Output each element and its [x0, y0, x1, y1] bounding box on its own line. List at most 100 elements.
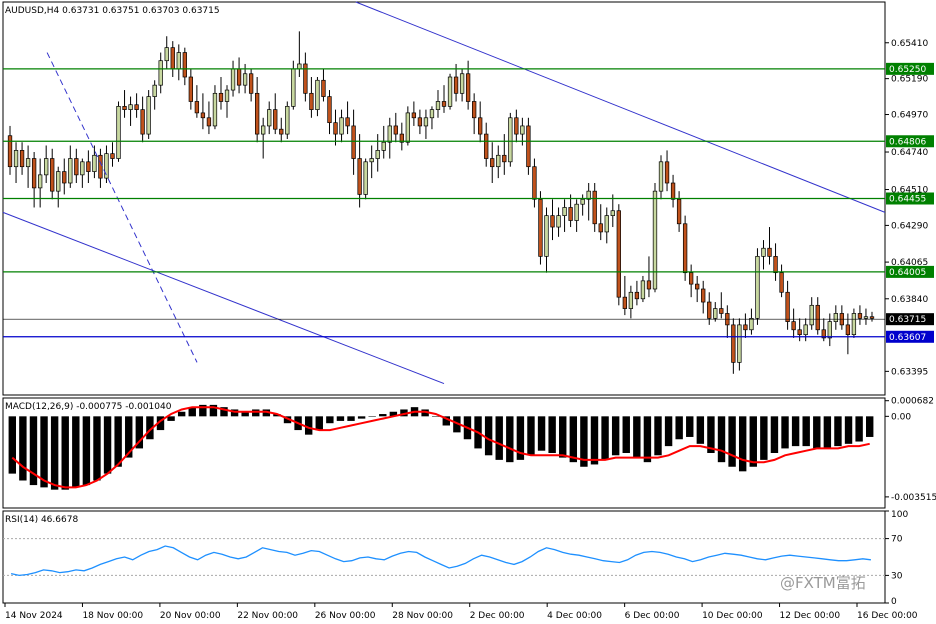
macd-bar — [368, 416, 376, 417]
macd-bar — [866, 416, 874, 437]
level-tag-label: 0.64806 — [889, 137, 926, 147]
candle-down — [785, 291, 790, 322]
macd-bar — [50, 416, 59, 490]
candle-up — [447, 76, 453, 107]
candle-up — [68, 158, 73, 184]
macd-bar — [432, 416, 440, 417]
rsi-panel-title: RSI(14) 46.6678 — [5, 515, 78, 525]
candle-up — [13, 150, 19, 168]
rsi-panel: 100 70 30 0 — [2, 510, 908, 607]
macd-bar — [664, 416, 673, 447]
macd-bar — [548, 416, 556, 453]
macd-bar — [29, 416, 38, 486]
price-tick-label: 0.64740 — [891, 148, 928, 158]
price-tick-label: 0.64510 — [891, 186, 928, 196]
macd-bar — [453, 416, 461, 433]
price-tick-label: 0.64290 — [891, 221, 928, 231]
candle-up — [37, 174, 43, 189]
macd-bar — [347, 416, 355, 421]
candle-down — [357, 158, 362, 195]
macd-bar — [8, 416, 16, 474]
candle-up — [92, 154, 97, 172]
candle-up — [863, 316, 869, 319]
macd-bar — [654, 416, 662, 456]
macd-bar — [728, 416, 736, 467]
macd-bar — [844, 416, 853, 444]
macd-bar — [379, 414, 387, 417]
macd-bar — [611, 416, 620, 456]
macd-tick-label: 0.00 — [891, 412, 911, 422]
candle-up — [212, 92, 218, 127]
candle-down — [194, 101, 200, 114]
macd-bar — [516, 416, 525, 460]
candle-down — [206, 117, 212, 127]
macd-bar — [103, 416, 112, 474]
macd-bar — [791, 416, 800, 447]
macd-bar — [326, 416, 334, 424]
candle-down — [110, 153, 115, 159]
macd-bar — [749, 416, 757, 467]
candle-down — [236, 68, 242, 86]
macd-bar — [823, 416, 832, 449]
macd-bar — [40, 416, 48, 488]
macd-bar — [717, 416, 726, 463]
price-tick-label: 0.64065 — [891, 258, 928, 268]
macd-tick-label: 0.000682 — [891, 397, 934, 407]
candle-down — [417, 117, 423, 127]
candle-up — [285, 106, 290, 135]
macd-bar — [590, 416, 599, 465]
candle-up — [363, 161, 368, 195]
candle-up — [435, 101, 441, 110]
macd-bar — [72, 416, 80, 488]
macd-bar — [421, 409, 429, 417]
candle-down — [122, 106, 127, 110]
macd-bar — [400, 409, 408, 417]
macd-bar — [389, 411, 398, 417]
time-tick-label: 22 Nov 00:00 — [237, 611, 298, 621]
candle-up — [146, 96, 151, 135]
candle-down — [779, 272, 784, 293]
candle-down — [688, 272, 694, 285]
macd-bar — [199, 404, 207, 417]
candle-down — [327, 96, 332, 124]
candle-down — [731, 324, 736, 363]
candle-up — [158, 60, 163, 86]
candle-down — [707, 301, 712, 319]
candle-down — [74, 158, 79, 176]
price-tick-label: 0.63395 — [891, 367, 928, 377]
macd-bar — [19, 416, 27, 481]
candle-down — [743, 324, 748, 331]
macd-bar — [580, 416, 588, 467]
level-tag-label: 0.63607 — [889, 333, 926, 343]
candle-up — [128, 104, 133, 110]
candle-down — [598, 223, 603, 233]
candle-up — [496, 154, 501, 168]
macd-bar — [177, 411, 186, 417]
macd-bar — [241, 411, 249, 417]
watermark: @FXTM富拓 — [780, 574, 866, 592]
macd-bar — [220, 407, 228, 417]
macd-bar — [93, 416, 101, 481]
candle-down — [254, 92, 260, 135]
candle-down — [200, 112, 206, 119]
macd-bar — [506, 416, 514, 463]
candle-up — [556, 215, 561, 228]
rsi-tick-label: 70 — [891, 535, 903, 545]
candle-up — [80, 161, 85, 176]
candle-down — [773, 256, 778, 274]
candle-down — [502, 154, 507, 163]
candle-down — [50, 158, 55, 192]
candle-down — [140, 109, 145, 135]
candle-up — [44, 158, 49, 176]
price-tick-label: 0.65410 — [891, 39, 928, 49]
candle-up — [176, 52, 181, 70]
candle-up — [628, 291, 634, 309]
candle-up — [164, 47, 169, 62]
macd-bar — [135, 416, 144, 449]
macd-panel-title: MACD(12,26,9) -0.000775 -0.001040 — [5, 402, 172, 412]
candle-down — [393, 125, 398, 135]
candle-up — [851, 313, 857, 336]
candle-down — [441, 101, 447, 107]
level-tag — [886, 330, 934, 343]
